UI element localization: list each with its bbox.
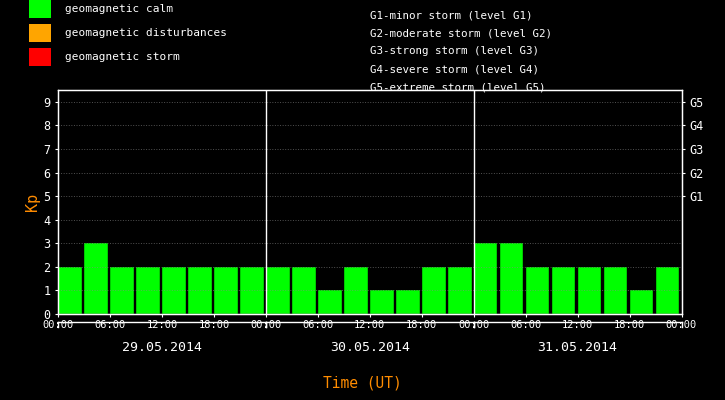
Text: G3-strong storm (level G3): G3-strong storm (level G3) [370,46,539,56]
Bar [422,267,446,314]
Text: G4-severe storm (level G4): G4-severe storm (level G4) [370,64,539,74]
Bar [578,267,602,314]
Bar [344,267,368,314]
Text: Time (UT): Time (UT) [323,375,402,390]
Y-axis label: Kp: Kp [25,193,41,211]
Bar [603,267,627,314]
Bar [318,290,341,314]
Text: G2-moderate storm (level G2): G2-moderate storm (level G2) [370,28,552,38]
Bar [136,267,160,314]
Bar [240,267,264,314]
Bar [396,290,420,314]
Bar [552,267,576,314]
Bar [447,267,471,314]
Bar [58,267,82,314]
Bar [162,267,186,314]
Bar [266,267,290,314]
Text: 30.05.2014: 30.05.2014 [330,341,410,354]
Text: 31.05.2014: 31.05.2014 [537,341,618,354]
Bar [84,243,108,314]
Bar [629,290,653,314]
Bar [473,243,497,314]
Text: geomagnetic calm: geomagnetic calm [65,4,173,14]
Text: G5-extreme storm (level G5): G5-extreme storm (level G5) [370,82,545,92]
Text: geomagnetic disturbances: geomagnetic disturbances [65,28,227,38]
Bar [110,267,134,314]
Bar [214,267,238,314]
Bar [291,267,315,314]
Bar [500,243,523,314]
Bar [526,267,550,314]
Text: 29.05.2014: 29.05.2014 [122,341,202,354]
Text: G1-minor storm (level G1): G1-minor storm (level G1) [370,10,532,20]
Bar [188,267,212,314]
Bar [655,267,679,314]
Text: geomagnetic storm: geomagnetic storm [65,52,180,62]
Bar [370,290,394,314]
